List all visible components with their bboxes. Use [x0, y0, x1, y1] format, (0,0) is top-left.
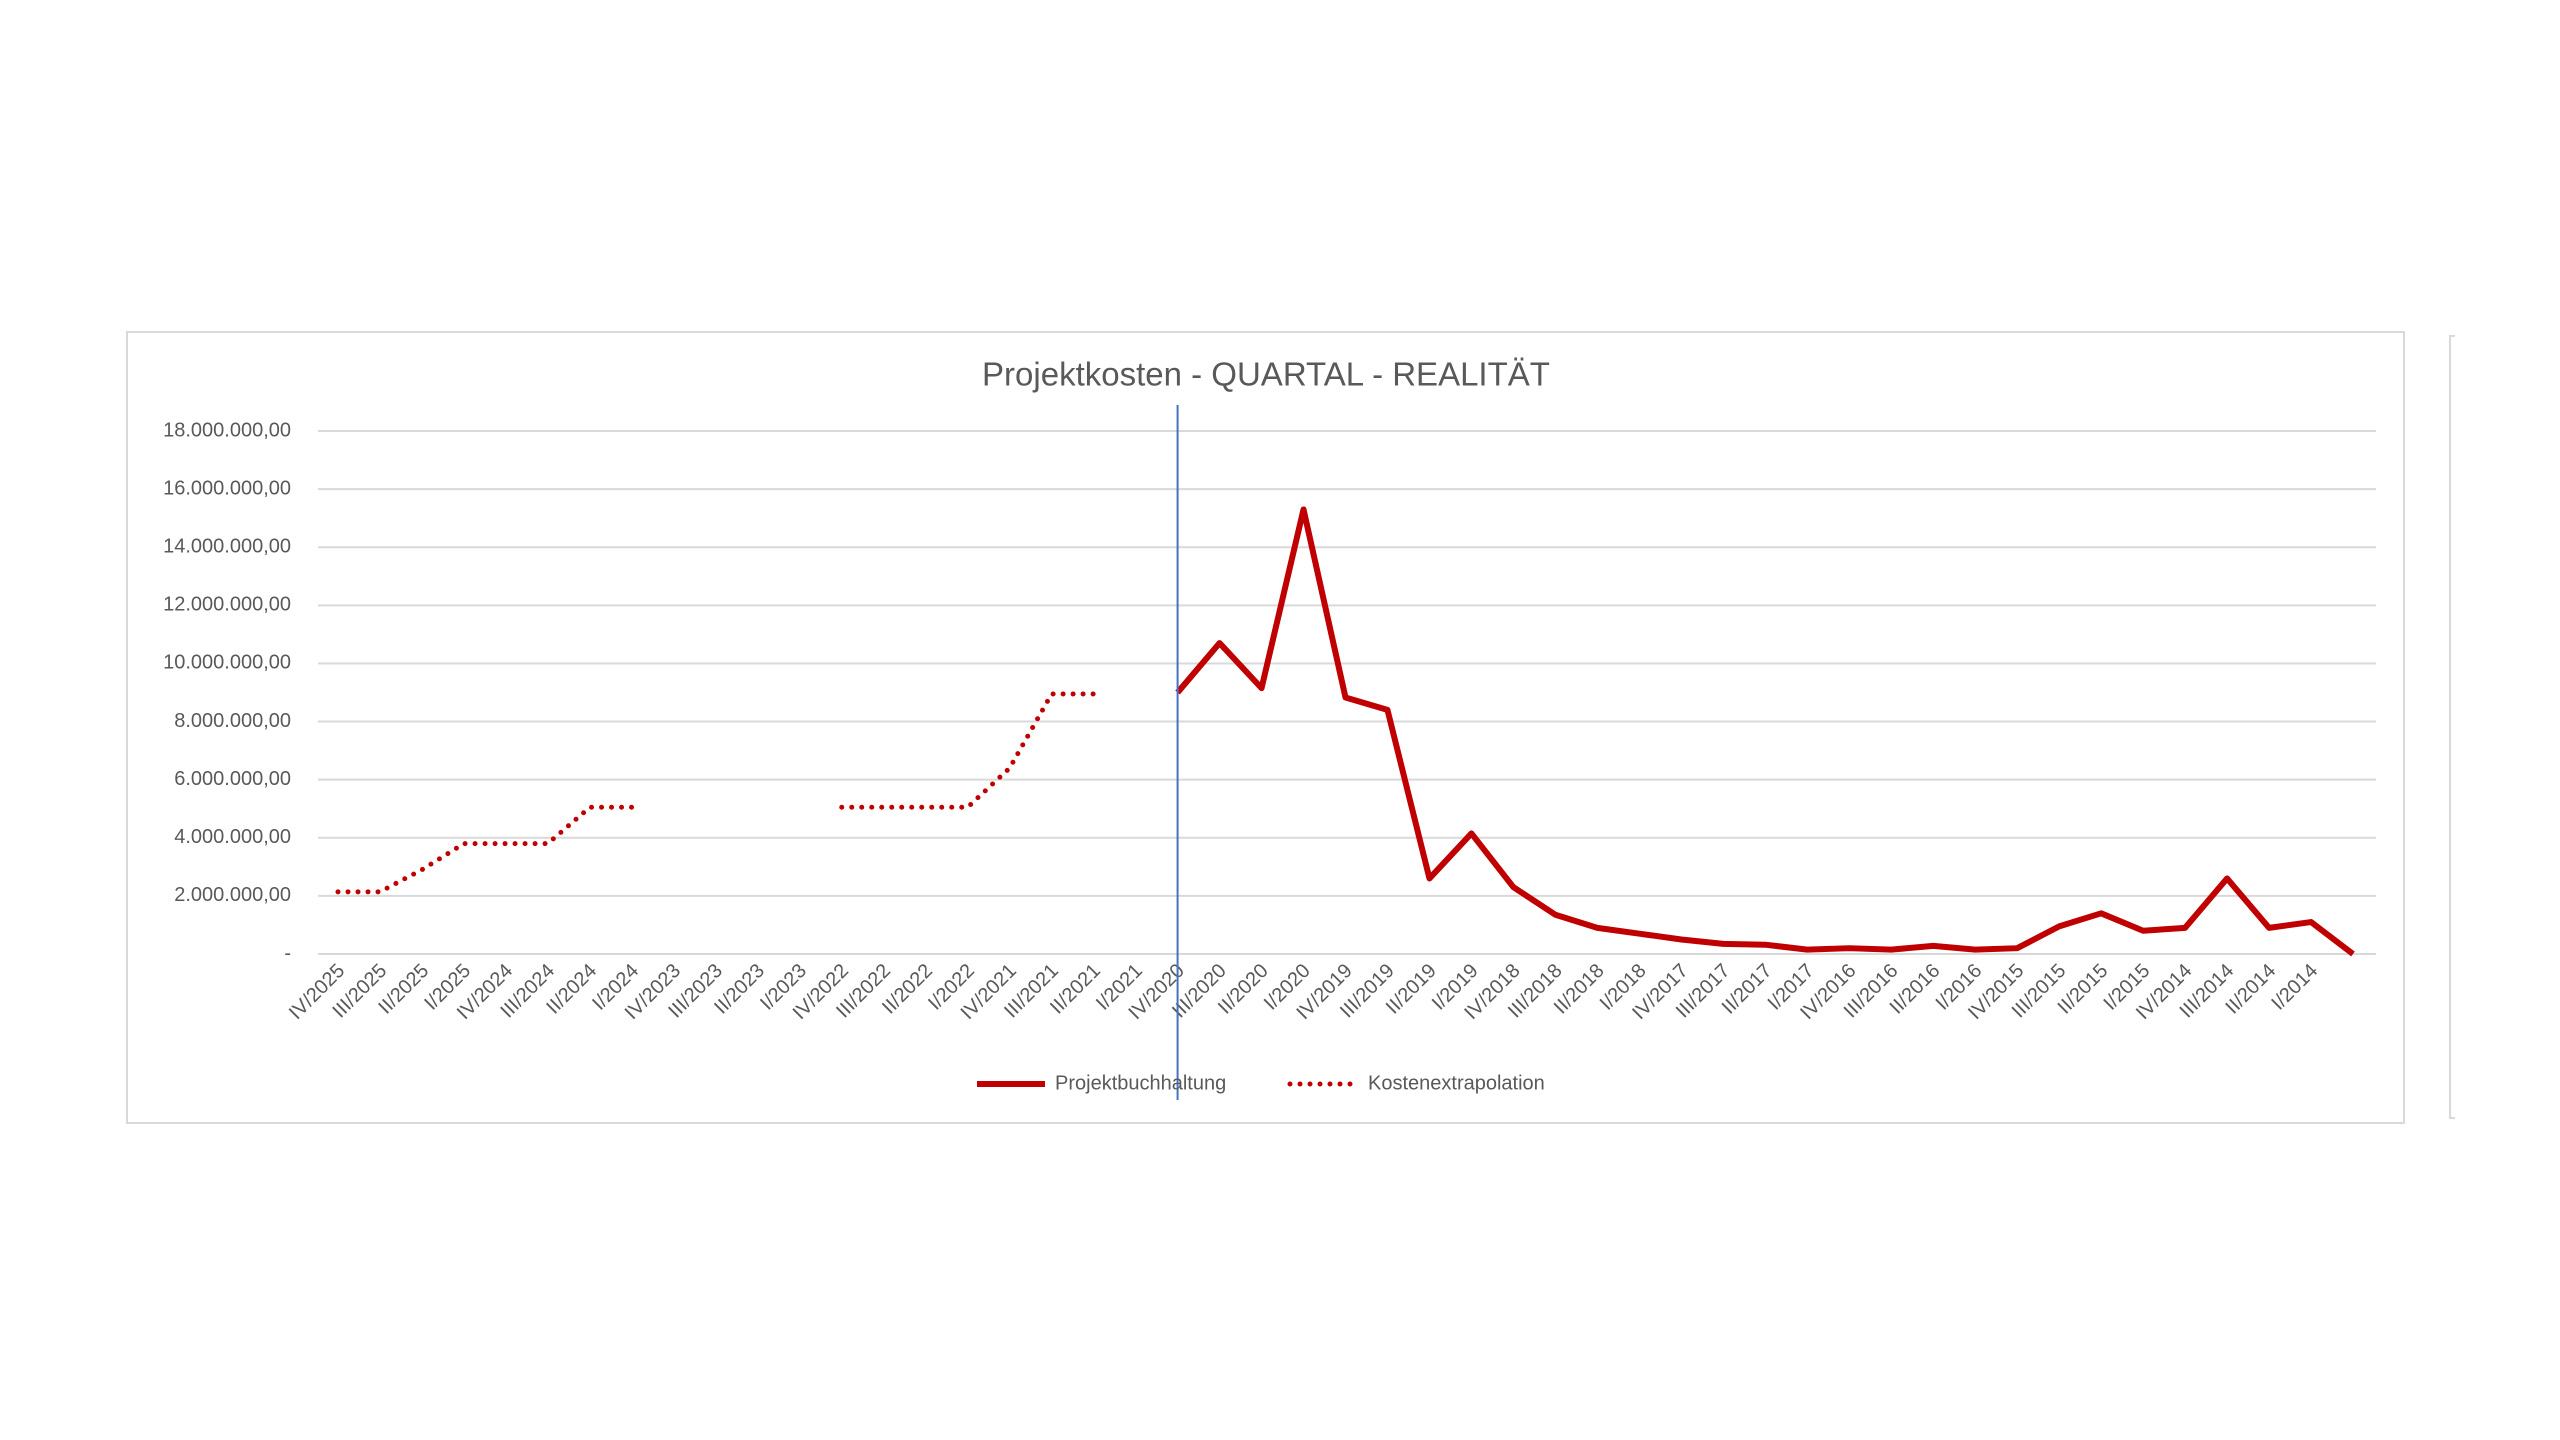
series-line [335, 691, 1097, 895]
series-line [1175, 506, 2355, 957]
chart-title: Projektkosten - QUARTAL - REALITÄT [982, 356, 1550, 393]
y-tick-label: 18.000.000,00 [163, 419, 291, 441]
y-tick-label: 6.000.000,00 [174, 768, 291, 790]
y-tick-label: 8.000.000,00 [174, 710, 291, 732]
next-frame-edge [2449, 335, 2455, 1119]
y-tick-label: 14.000.000,00 [163, 536, 291, 558]
chart-frame [126, 331, 2405, 1124]
y-tick-label: 12.000.000,00 [163, 594, 291, 616]
y-tick-label: 16.000.000,00 [163, 477, 291, 499]
legend-label: Projektbuchhaltung [1055, 1072, 1226, 1094]
y-tick-label: 10.000.000,00 [163, 652, 291, 674]
y-tick-label: 4.000.000,00 [174, 826, 291, 848]
legend-label: Kostenextrapolation [1368, 1072, 1545, 1094]
y-tick-label: - [284, 942, 291, 964]
y-tick-label: 2.000.000,00 [174, 884, 291, 906]
